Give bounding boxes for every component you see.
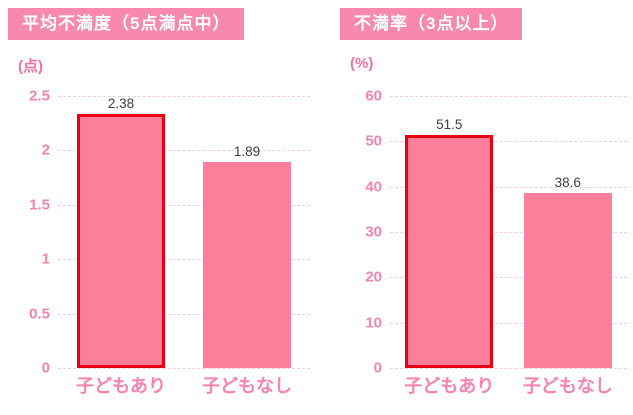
gridline: 20 [365,269,627,286]
chart-title: 不満率（3点以上） [340,8,523,40]
y-axis-tick-label: 1 [41,250,50,268]
gridline: 0.5 [29,305,310,322]
gridline: 10 [365,314,627,331]
y-axis-tick-label: 50 [365,132,382,150]
bar-group-without-children: 1.89 [203,96,291,368]
bar-without-children [203,162,291,368]
gridline: 30 [365,224,627,241]
bar-with-children [77,114,165,368]
chart-panel-average-dissatisfaction: 平均不満度（5点満点中） (点) 2.5 2 1.5 1 0.5 0 2.38 1.89 … [8,8,318,396]
gridline: 50 [365,133,627,150]
y-axis-tick-label: 20 [365,268,382,286]
bars-layer: 2.38 1.89 [58,96,310,368]
bar-value-label: 38.6 [554,175,581,191]
gridline: 1.5 [29,196,310,213]
plot-area: 60 50 40 30 20 10 0 51.5 38.6 [365,88,627,377]
category-label-with-children: 子どもあり [404,376,495,396]
bar-group-with-children: 2.38 [77,96,165,368]
bar-group-with-children: 51.5 [405,96,494,368]
bar-group-without-children: 38.6 [523,96,612,368]
y-axis-tick-label: 2.5 [29,87,50,105]
gridline: 1 [42,251,310,268]
gridline: 2 [42,142,310,159]
bar-without-children [523,193,612,368]
bar-value-label: 1.89 [233,144,261,160]
bars-layer: 51.5 38.6 [390,96,627,368]
x-axis-category-labels: 子どもあり 子どもなし [390,372,627,398]
y-axis-tick-label: 30 [365,223,382,241]
chart-title: 平均不満度（5点満点中） [8,8,245,40]
gridline: 0 [42,360,310,377]
x-axis-category-labels: 子どもあり 子どもなし [58,372,310,398]
y-axis-tick-label: 0 [41,359,50,377]
category-label-with-children: 子どもあり [76,376,166,396]
plot-area: 2.5 2 1.5 1 0.5 0 2.38 1.89 [29,88,310,377]
y-axis-tick-label: 40 [365,178,382,196]
bar-value-label: 2.38 [107,96,135,111]
bar-value-label: 51.5 [436,116,463,132]
y-axis-tick-label: 1.5 [29,196,50,214]
y-axis-tick-label: 60 [365,87,382,105]
gridline: 40 [365,178,627,195]
gridline: 60 [365,88,627,105]
bar-with-children [405,134,494,368]
y-axis-tick-label: 0.5 [29,305,50,323]
chart-panel-dissatisfaction-rate: 不満率（3点以上） (%) 60 50 40 30 20 10 0 51.5 38.6 子ど… [340,8,628,396]
y-axis-unit-label: (%) [350,55,374,72]
gridline: 2.5 [29,88,310,105]
category-label-without-children: 子どもなし [202,376,292,396]
category-label-without-children: 子どもなし [522,376,613,396]
y-axis-tick-label: 2 [41,142,50,160]
y-axis-tick-label: 0 [373,359,382,377]
y-axis-unit-label: (点) [18,58,43,75]
y-axis-tick-label: 10 [365,314,382,332]
gridline: 0 [374,360,627,377]
